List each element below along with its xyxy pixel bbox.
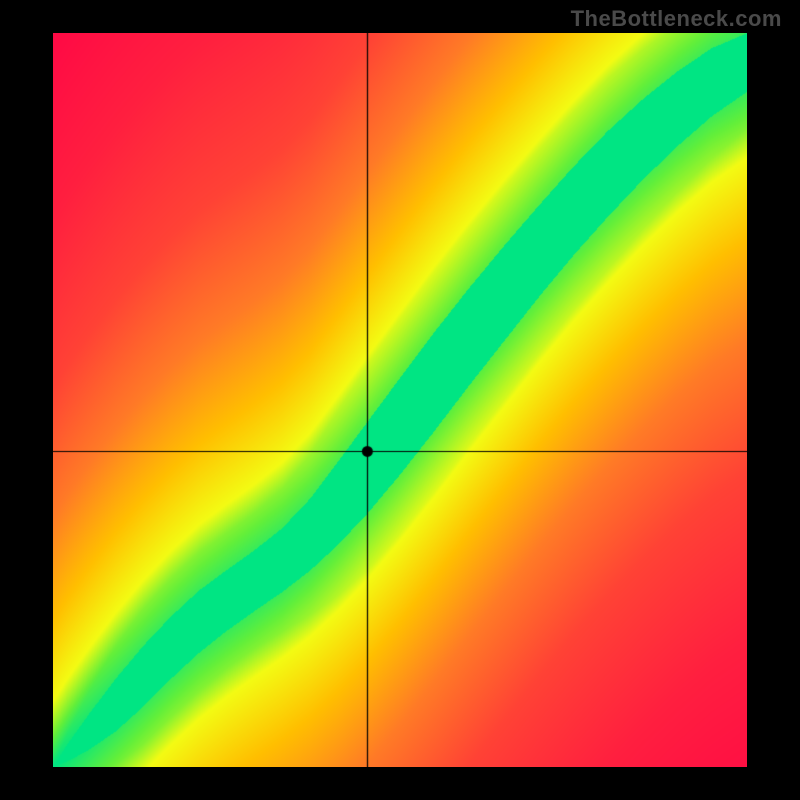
heatmap-canvas <box>53 33 747 767</box>
heatmap-plot <box>53 33 747 767</box>
watermark-text: TheBottleneck.com <box>571 6 782 32</box>
figure-frame: TheBottleneck.com <box>0 0 800 800</box>
